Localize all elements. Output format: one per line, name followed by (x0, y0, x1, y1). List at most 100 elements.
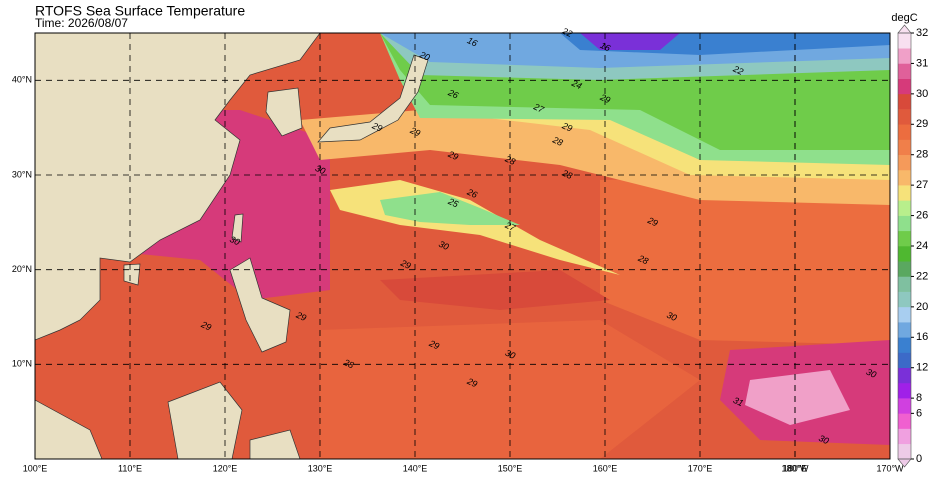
contour-label: 30 (865, 367, 878, 380)
colorbar-segment (898, 169, 911, 186)
contour-label: 29 (427, 338, 441, 352)
colorbar-segment (898, 382, 911, 399)
contour-label: 29 (598, 92, 612, 106)
colorbar-segment (898, 200, 911, 216)
colorbar-segment (898, 230, 911, 247)
contour-label: 22 (560, 25, 574, 39)
colorbar-segment (898, 48, 911, 64)
y-tick-label: 30°N (12, 169, 32, 179)
contour-label: 29 (465, 376, 479, 390)
colorbar-segment (898, 139, 911, 156)
colorbar-extend (897, 24, 912, 34)
colorbar-segment (898, 185, 911, 201)
land (123, 263, 141, 286)
land (231, 213, 244, 243)
x-tick-label: 120°E (213, 463, 238, 473)
map (35, 33, 890, 459)
x-tick-label: 180°W (781, 463, 809, 473)
colorbar-segment (898, 428, 911, 445)
colorbar-label: degC (891, 12, 917, 24)
contour-label: 29 (370, 120, 384, 134)
y-tick-label: 20°N (12, 264, 32, 274)
x-tick-label: 100°E (23, 463, 48, 473)
colorbar-tick-label: 12 (916, 362, 928, 374)
contour-label: 29 (199, 319, 213, 333)
contour-label: 29 (294, 309, 308, 323)
contour-label: 28 (503, 153, 517, 167)
contour-label: 29 (645, 215, 659, 229)
colorbar-tick-label: 30 (916, 88, 928, 100)
colorbar-segment (898, 93, 911, 110)
contour-label: 30 (817, 433, 830, 446)
land (167, 381, 243, 459)
contour-label: 31 (732, 395, 745, 408)
x-tick-label: 180°E (783, 463, 808, 473)
x-tick-label: 110°E (118, 463, 142, 473)
contour-label: 16 (466, 35, 479, 48)
contour-label: 27 (503, 219, 518, 233)
colorbar-segment (898, 78, 911, 95)
contour-label: 30 (665, 310, 678, 323)
colorbar-tick-label: 32 (916, 27, 928, 39)
contour-label: 29 (408, 125, 422, 139)
y-tick-label: 10°N (12, 359, 32, 369)
contour-label: 28 (560, 167, 574, 181)
contour-label: 25 (446, 196, 461, 210)
contour-label: 28 (341, 357, 355, 371)
colorbar-tick-label: 6 (916, 407, 922, 419)
colorbar-segment (898, 63, 911, 79)
colorbar-tick-label: 16 (916, 331, 928, 343)
colorbar-segment (898, 261, 911, 277)
land (317, 54, 429, 143)
colorbar-segment (898, 246, 911, 262)
colorbar-tick-label: 8 (916, 392, 922, 404)
x-tick-label: 170°W (876, 463, 904, 473)
sst-region (600, 175, 890, 345)
colorbar-segment (898, 276, 911, 292)
contour-label: 28 (636, 253, 650, 267)
colorbar-segment (898, 352, 911, 369)
colorbar-segment (898, 33, 911, 49)
colorbar-segment (898, 337, 911, 353)
colorbar-tick-label: 27 (916, 179, 928, 191)
x-tick-label: 140°E (403, 463, 428, 473)
contour-label: 30 (504, 348, 517, 361)
land (265, 87, 303, 137)
contour-label: 29 (398, 257, 412, 271)
colorbar-tick-label: 22 (916, 270, 928, 282)
contour-label: 24 (569, 77, 583, 91)
sst-region (300, 110, 890, 205)
x-tick-label: 130°E (308, 463, 333, 473)
contour-label: 20 (417, 49, 431, 63)
colorbar-segment (898, 413, 911, 429)
sst-region (745, 370, 850, 425)
chart-title: RTOFS Sea Surface Temperature (35, 3, 245, 19)
contour-label: 16 (599, 40, 612, 53)
land (249, 429, 301, 459)
contour-label: 26 (446, 87, 460, 101)
land (229, 257, 291, 353)
land (35, 33, 321, 341)
contour-label: 29 (446, 148, 460, 162)
colorbar-segment (898, 291, 911, 308)
colorbar-segment (898, 367, 911, 384)
x-tick-label: 150°E (498, 463, 523, 473)
colorbar-segment (898, 443, 911, 460)
colorbar-segment (898, 109, 911, 125)
contour-label: 30 (437, 239, 450, 252)
colorbar-segment (898, 124, 911, 140)
contour-label: 28 (550, 134, 564, 148)
chart-subtitle: Time: 2026/08/07 (35, 16, 128, 30)
contour-label: 26 (465, 186, 479, 200)
colorbar-segment (898, 398, 911, 414)
contour-label: 27 (531, 101, 546, 115)
y-tick-label: 40°N (12, 75, 32, 85)
contour-label: 22 (731, 63, 745, 77)
colorbar-tick-label: 0 (916, 453, 922, 465)
colorbar-segment (898, 154, 911, 171)
x-tick-label: 170°E (688, 463, 713, 473)
colorbar-tick-label: 24 (916, 240, 928, 252)
colorbar-tick-label: 26 (916, 209, 928, 221)
colorbar-segment (898, 306, 911, 323)
